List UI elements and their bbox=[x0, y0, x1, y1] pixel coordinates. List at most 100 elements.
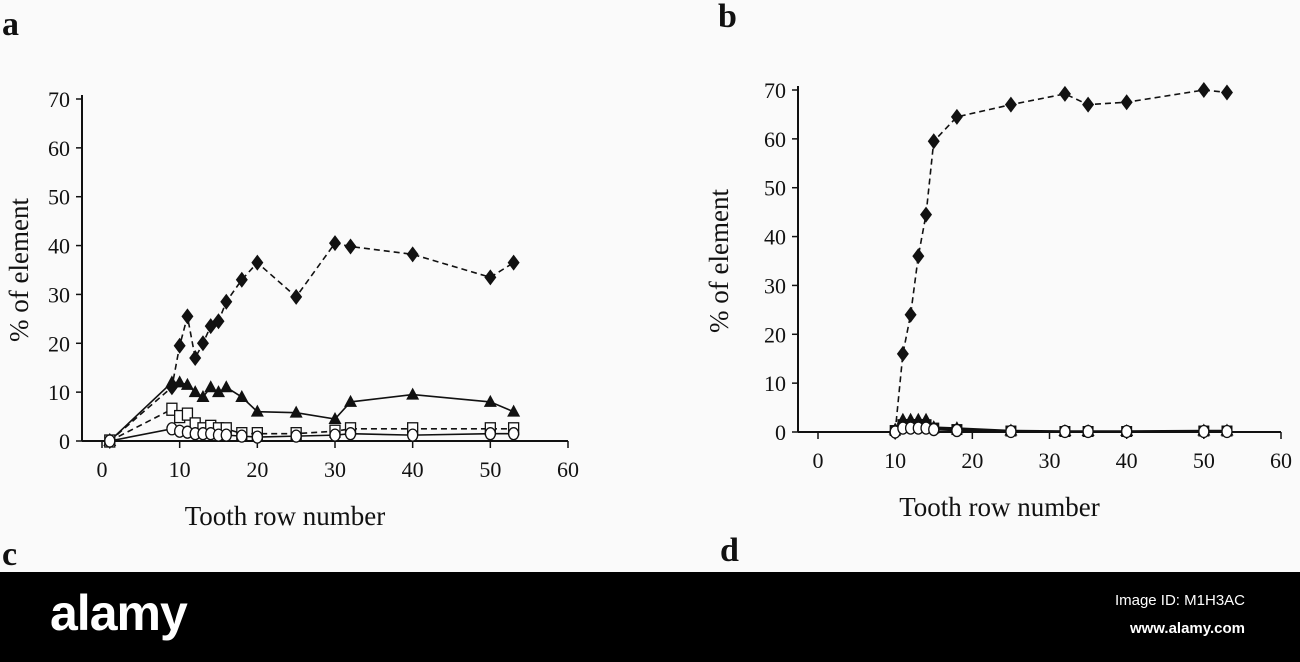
chart-b: 0 10 20 30 40 50 60 0 10 20 30 40 50 60 70 Tooth row nu… bbox=[704, 78, 1292, 522]
chart-a-series-1-point bbox=[173, 375, 187, 388]
chart-b-series-3-point bbox=[1198, 424, 1210, 439]
chart-a-series-3-point bbox=[329, 428, 341, 442]
chart-a-series-1-point bbox=[196, 390, 210, 403]
chart-a-series-0-point bbox=[220, 293, 233, 310]
chart-b-series-0-point bbox=[912, 248, 925, 265]
chart-a-series-3-point bbox=[344, 427, 357, 441]
image-id: Image ID: M1H3AC bbox=[1114, 592, 1245, 609]
chart-a-ytick-label: 20 bbox=[48, 331, 70, 356]
chart-a-series-0-point bbox=[212, 313, 225, 330]
chart-a-series-1-point bbox=[188, 385, 202, 398]
chart-a-series-1-point bbox=[219, 380, 233, 393]
chart-a-series-3-point bbox=[507, 427, 520, 441]
chart-b-series-0-point bbox=[1058, 85, 1071, 102]
chart-b-series-3-point bbox=[1221, 424, 1233, 439]
chart-a-ytick-label: 60 bbox=[48, 136, 70, 161]
chart-a-ytick-label: 10 bbox=[48, 380, 70, 405]
chart-a-xtick-label: 50 bbox=[479, 457, 501, 482]
chart-b-ytick-label: 10 bbox=[764, 371, 786, 396]
chart-b-x-label: Tooth row number bbox=[899, 492, 1100, 522]
chart-a-ytick-label: 0 bbox=[59, 429, 70, 454]
chart-a-series-3-point bbox=[220, 428, 232, 442]
chart-a-ytick-label: 50 bbox=[48, 185, 70, 210]
chart-b-series-3-point bbox=[1082, 424, 1094, 439]
chart-a-series-1-point bbox=[507, 404, 521, 417]
chart-b-ytick-label: 20 bbox=[764, 322, 786, 347]
chart-a-series-0-point bbox=[173, 337, 186, 354]
chart-a-series-1-point bbox=[180, 377, 194, 390]
chart-b-ytick-label: 60 bbox=[764, 127, 786, 152]
chart-a-series-1-point bbox=[212, 385, 225, 398]
chart-a-series-0-point bbox=[344, 238, 357, 255]
chart-a-series-1-point bbox=[204, 380, 218, 393]
chart-a-series-1-point bbox=[328, 412, 342, 425]
site-url: www.alamy.com bbox=[1129, 620, 1245, 637]
chart-a-series-0-point bbox=[329, 235, 341, 252]
watermark-footer: alamy Image ID: M1H3AC www.alamy.com bbox=[0, 572, 1300, 662]
chart-b-series-0-line bbox=[894, 89, 1228, 433]
chart-b-ytick-label: 70 bbox=[764, 78, 786, 103]
chart-b-series-0-point bbox=[896, 345, 909, 362]
chart-b-xtick-label: 30 bbox=[1039, 448, 1061, 473]
chart-a-series-0-point bbox=[484, 269, 497, 286]
chart-b-series-0-point bbox=[920, 206, 933, 223]
chart-b-series-0-point bbox=[904, 306, 917, 323]
chart-b-xtick-label: 10 bbox=[884, 448, 906, 473]
chart-a-series-3-point bbox=[290, 429, 302, 443]
chart-b-y-label: % of element bbox=[704, 189, 734, 333]
chart-b-series-3-point bbox=[951, 423, 963, 438]
chart-a-series-3-point bbox=[484, 427, 496, 441]
chart-b-xtick-label: 40 bbox=[1116, 448, 1138, 473]
chart-a-series-1-point bbox=[250, 404, 264, 417]
chart-a-xtick-label: 30 bbox=[324, 457, 346, 482]
chart-b-series-3-point bbox=[1121, 424, 1133, 439]
alamy-logo: alamy bbox=[50, 585, 188, 641]
chart-a-ytick-label: 40 bbox=[48, 234, 70, 259]
chart-b-ytick-label: 30 bbox=[764, 273, 786, 298]
chart-a: 0 10 20 30 40 50 60 0 10 20 30 40 50 60 70 Tooth row nu… bbox=[4, 87, 579, 531]
chart-b-series-0-point bbox=[1082, 96, 1095, 113]
panel-label-d: d bbox=[720, 532, 739, 569]
chart-b-ytick-label: 0 bbox=[775, 420, 786, 445]
chart-a-series-3-point bbox=[407, 428, 419, 442]
chart-a-xtick-label: 60 bbox=[557, 457, 579, 482]
chart-a-series-0-point bbox=[196, 335, 209, 352]
chart-a-series-3-point bbox=[251, 430, 263, 444]
chart-b-series-0-point bbox=[927, 133, 940, 150]
chart-b-series-3-point bbox=[1059, 424, 1071, 439]
chart-a-xtick-label: 0 bbox=[97, 457, 108, 482]
chart-a-series-3-point bbox=[104, 434, 116, 448]
chart-b-series-3-point bbox=[1005, 424, 1017, 439]
chart-b-xtick-label: 20 bbox=[961, 448, 983, 473]
chart-a-ytick-label: 70 bbox=[48, 87, 70, 112]
chart-a-ytick-label: 30 bbox=[48, 282, 70, 307]
chart-b-xtick-label: 0 bbox=[813, 448, 824, 473]
chart-a-series-3-point bbox=[236, 429, 248, 443]
chart-a-y-label: % of element bbox=[4, 198, 34, 342]
chart-a-xtick-label: 10 bbox=[169, 457, 191, 482]
chart-a-series-1-point bbox=[289, 405, 303, 418]
chart-a-series-0-point bbox=[189, 349, 202, 366]
chart-a-series-0-point bbox=[251, 254, 264, 271]
panel-label-c: c bbox=[2, 536, 18, 573]
chart-a-series-2-point bbox=[181, 407, 194, 421]
panel-label-b: b bbox=[718, 0, 737, 35]
chart-a-series-1-point bbox=[406, 387, 420, 400]
chart-a-series-0-point bbox=[507, 254, 520, 271]
chart-b-xtick-label: 50 bbox=[1193, 448, 1215, 473]
chart-a-series-0-point bbox=[406, 246, 419, 263]
chart-a-series-0-point bbox=[290, 288, 303, 305]
chart-a-series-2-point bbox=[166, 402, 178, 416]
chart-b-series-0-point bbox=[1004, 96, 1017, 113]
panel-label-a: a bbox=[2, 6, 19, 43]
chart-b-series-0-point bbox=[1120, 94, 1133, 111]
chart-a-series-1-point bbox=[344, 394, 358, 407]
chart-b-ytick-label: 40 bbox=[764, 225, 786, 250]
chart-a-series-1-point bbox=[235, 390, 249, 403]
chart-a-xtick-label: 40 bbox=[402, 457, 424, 482]
chart-b-series-0-point bbox=[1197, 82, 1210, 98]
chart-a-series-0-point bbox=[235, 271, 248, 288]
chart-a-x-label: Tooth row number bbox=[185, 501, 386, 531]
chart-b-series-0-point bbox=[950, 108, 963, 125]
chart-b-xtick-label: 60 bbox=[1270, 448, 1292, 473]
